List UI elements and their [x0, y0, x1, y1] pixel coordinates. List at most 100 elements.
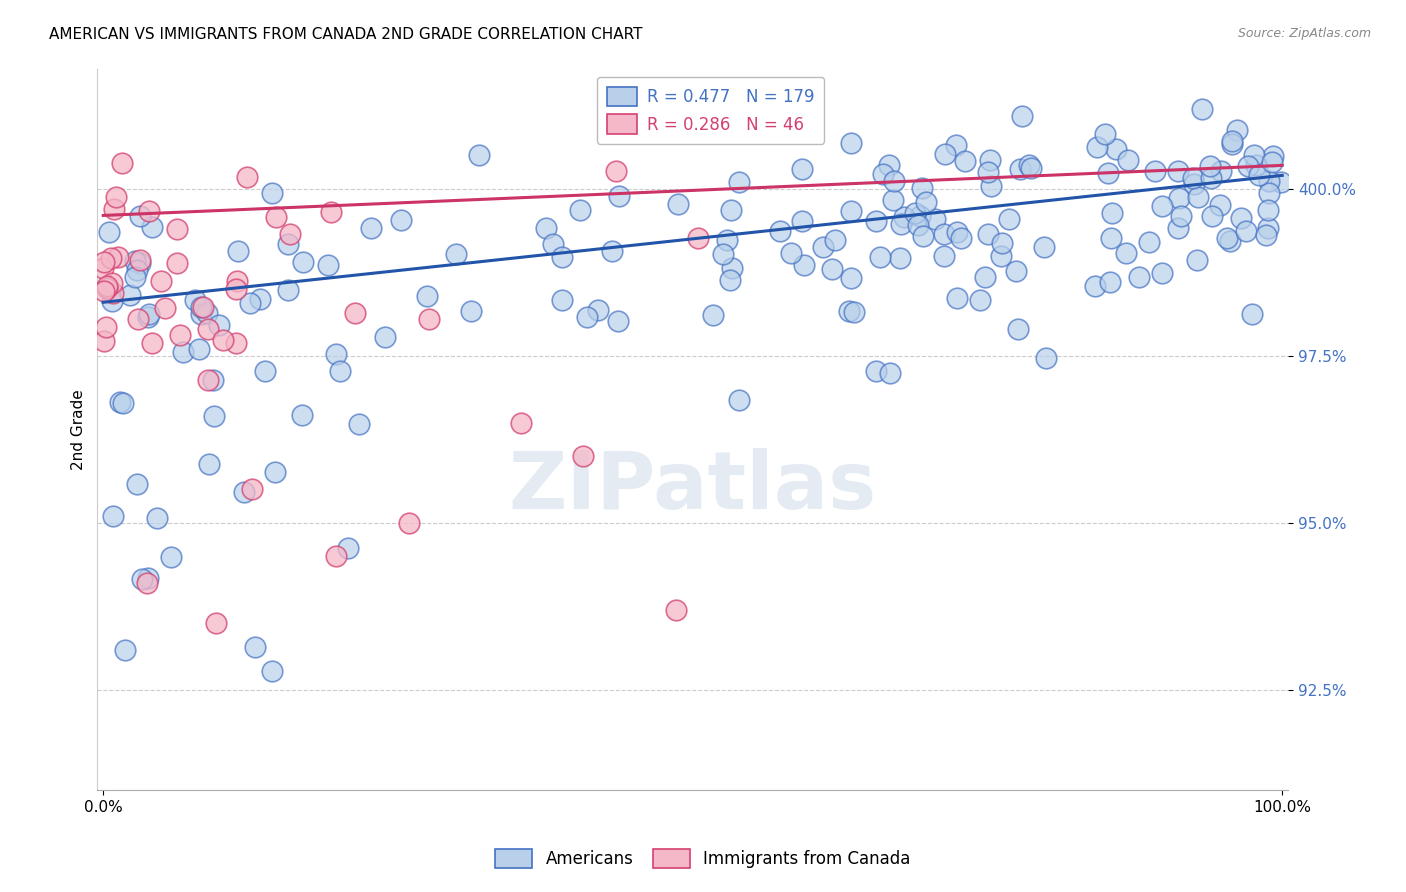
- Point: [1019, 161, 1042, 176]
- Point: [226, 274, 249, 288]
- Point: [1261, 149, 1284, 163]
- Point: [879, 366, 901, 380]
- Point: [1118, 153, 1140, 167]
- Point: [1209, 197, 1232, 211]
- Point: [104, 190, 127, 204]
- Point: [911, 181, 934, 195]
- Point: [232, 484, 254, 499]
- Point: [728, 392, 751, 407]
- Point: [1167, 220, 1189, 235]
- Text: ZIPatlas: ZIPatlas: [509, 448, 877, 526]
- Point: [101, 286, 124, 301]
- Point: [1229, 211, 1251, 226]
- Point: [1011, 109, 1033, 123]
- Point: [1150, 266, 1173, 280]
- Point: [226, 244, 249, 258]
- Point: [360, 220, 382, 235]
- Point: [1254, 227, 1277, 242]
- Point: [319, 205, 342, 219]
- Point: [160, 550, 183, 565]
- Point: [541, 237, 564, 252]
- Point: [316, 258, 339, 272]
- Point: [97, 225, 120, 239]
- Point: [600, 244, 623, 259]
- Point: [536, 220, 558, 235]
- Point: [550, 293, 572, 308]
- Point: [96, 279, 118, 293]
- Point: [103, 508, 125, 523]
- Point: [93, 284, 115, 298]
- Point: [865, 214, 887, 228]
- Point: [129, 209, 152, 223]
- Point: [1143, 163, 1166, 178]
- Point: [686, 231, 709, 245]
- Point: [1234, 224, 1257, 238]
- Point: [93, 255, 115, 269]
- Point: [769, 224, 792, 238]
- Point: [172, 344, 194, 359]
- Point: [904, 205, 927, 219]
- Point: [125, 477, 148, 491]
- Point: [945, 138, 967, 153]
- Point: [1187, 189, 1209, 203]
- Text: Source: ZipAtlas.com: Source: ZipAtlas.com: [1237, 27, 1371, 40]
- Point: [337, 541, 360, 556]
- Point: [607, 189, 630, 203]
- Point: [195, 306, 218, 320]
- Point: [277, 237, 299, 252]
- Point: [138, 307, 160, 321]
- Point: [127, 263, 149, 277]
- Point: [1099, 231, 1122, 245]
- Point: [1182, 177, 1205, 191]
- Point: [93, 334, 115, 348]
- Point: [136, 571, 159, 585]
- Point: [108, 395, 131, 409]
- Point: [908, 209, 931, 223]
- Point: [225, 336, 247, 351]
- Point: [666, 196, 689, 211]
- Point: [262, 186, 284, 200]
- Point: [460, 303, 482, 318]
- Point: [872, 167, 894, 181]
- Point: [129, 256, 152, 270]
- Point: [197, 373, 219, 387]
- Point: [374, 330, 396, 344]
- Point: [977, 165, 1000, 179]
- Point: [980, 178, 1002, 193]
- Point: [842, 304, 865, 318]
- Point: [1258, 186, 1281, 200]
- Point: [997, 212, 1019, 227]
- Point: [124, 253, 146, 268]
- Point: [1105, 142, 1128, 156]
- Legend: R = 0.477   N = 179, R = 0.286   N = 46  : R = 0.477 N = 179, R = 0.286 N = 46: [598, 77, 824, 144]
- Point: [839, 204, 862, 219]
- Point: [821, 262, 844, 277]
- Point: [415, 289, 437, 303]
- Point: [893, 210, 915, 224]
- Point: [728, 175, 751, 189]
- Point: [1270, 175, 1292, 189]
- Point: [114, 642, 136, 657]
- Point: [946, 225, 969, 239]
- Point: [129, 253, 152, 268]
- Point: [292, 254, 315, 268]
- Point: [977, 227, 1000, 241]
- Point: [260, 665, 283, 679]
- Point: [347, 417, 370, 431]
- Point: [1209, 163, 1232, 178]
- Point: [225, 283, 247, 297]
- Point: [1220, 136, 1243, 151]
- Point: [278, 227, 301, 241]
- Point: [1216, 231, 1239, 245]
- Point: [1094, 127, 1116, 141]
- Point: [1182, 170, 1205, 185]
- Point: [96, 281, 118, 295]
- Point: [239, 296, 262, 310]
- Point: [869, 250, 891, 264]
- Point: [325, 549, 347, 563]
- Point: [124, 269, 146, 284]
- Point: [934, 227, 956, 241]
- Point: [1167, 191, 1189, 205]
- Point: [955, 154, 977, 169]
- Point: [101, 276, 124, 290]
